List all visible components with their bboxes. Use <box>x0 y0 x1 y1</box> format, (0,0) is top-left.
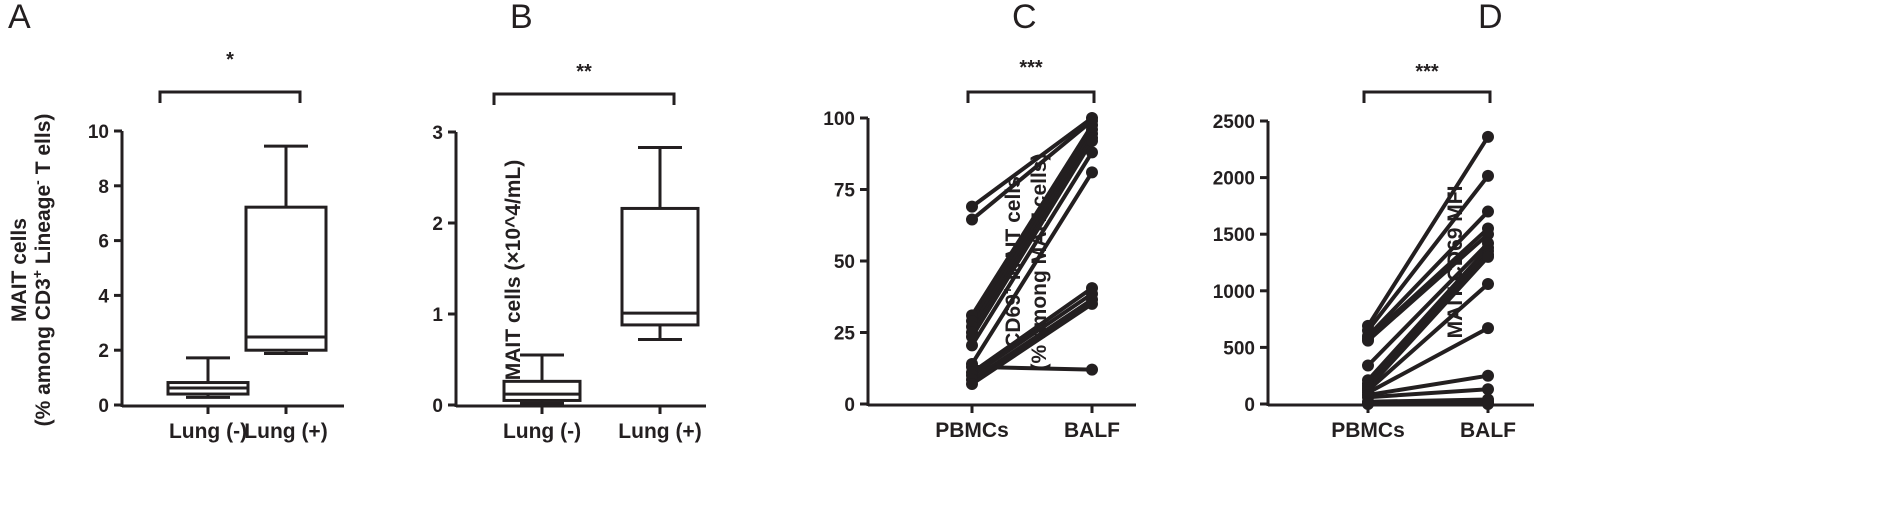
y-tick-label: 500 <box>1223 338 1255 359</box>
paired-line <box>1366 135 1490 327</box>
data-point-pbmc <box>1362 334 1374 347</box>
box-iqr <box>244 205 328 352</box>
data-point-balf <box>1086 363 1098 376</box>
y-tick-label: 2500 <box>1213 112 1255 133</box>
y-axis-title-a-line2: (% among CD3+ Lineage- T ells) <box>29 114 55 427</box>
y-tick-label: 25 <box>834 324 856 345</box>
box-iqr <box>620 206 700 327</box>
panel-letter-a: A <box>8 0 31 36</box>
data-point-balf <box>1482 278 1494 291</box>
paired-line <box>1366 246 1490 382</box>
paired-line <box>970 132 1094 328</box>
y-tick-label: 50 <box>834 252 855 273</box>
significance-bracket <box>492 92 676 105</box>
y-tick-label: 10 <box>88 122 109 143</box>
significance-bracket <box>158 90 302 103</box>
x-category-label: Lung (-) <box>169 420 247 443</box>
y-tick-label: 1 <box>432 305 443 326</box>
paired-line <box>970 128 1094 323</box>
data-point-pbmc <box>966 330 978 343</box>
paired-line <box>1367 387 1489 400</box>
panel-c-paired-plot: 0 25 50 75 100 PBMCs BALF *** <box>823 57 1136 442</box>
data-point-balf <box>1086 297 1098 310</box>
data-point-balf <box>1482 383 1494 396</box>
y-tick-label: 0 <box>1244 395 1255 416</box>
paired-line <box>1366 227 1490 340</box>
y-tick-label: 2 <box>98 341 109 362</box>
box-iqr <box>502 379 582 402</box>
data-point-balf <box>1482 250 1494 263</box>
data-point-balf <box>1482 205 1494 218</box>
y-tick-label: 1500 <box>1213 225 1255 246</box>
y-axis-title-b: MAIT cells (×10^4/mL) <box>502 160 525 381</box>
paired-line <box>970 124 1094 317</box>
data-point-balf <box>1086 134 1098 147</box>
data-point-balf <box>1482 398 1494 410</box>
y-tick-label: 3 <box>432 123 443 144</box>
data-point-pbmc <box>966 213 978 226</box>
y-axis-title-a-line1: MAIT cells <box>8 218 31 322</box>
data-point-pbmc <box>1362 398 1374 410</box>
paired-line <box>970 302 1094 386</box>
x-category-label: Lung (+) <box>618 420 701 443</box>
x-category-label: PBMCs <box>935 419 1009 442</box>
paired-line <box>1366 255 1490 390</box>
data-point-balf <box>1482 369 1494 382</box>
data-point-pbmc <box>1362 359 1374 372</box>
x-category-label: Lung (+) <box>244 420 327 443</box>
x-category-label: Lung (-) <box>503 420 581 443</box>
paired-line <box>970 286 1094 375</box>
panel-letter-d: D <box>1478 0 1503 36</box>
significance-bracket <box>966 90 1096 103</box>
paired-line <box>1366 282 1490 392</box>
data-point-pbmc <box>966 339 978 352</box>
panel-b-boxplot: 0 1 2 3 Lung (-) Lung (+) ** <box>432 61 706 443</box>
y-tick-label: 0 <box>98 396 109 417</box>
paired-line <box>970 151 1094 347</box>
panel-d-paired-plot: 0 500 1000 1500 2000 2500 PBMCs BALF *** <box>1213 61 1534 442</box>
data-point-balf <box>1086 166 1098 179</box>
x-category-label: BALF <box>1064 419 1120 442</box>
y-tick-label: 2000 <box>1213 169 1255 190</box>
x-category-label: PBMCs <box>1331 419 1405 442</box>
data-point-balf <box>1482 228 1494 241</box>
paired-line <box>970 171 1094 366</box>
y-tick-label: 0 <box>844 395 855 416</box>
data-point-balf <box>1086 146 1098 159</box>
data-point-pbmc <box>966 377 978 390</box>
paired-line <box>1366 241 1490 367</box>
y-tick-label: 100 <box>823 109 855 130</box>
significance-bracket <box>1362 90 1492 103</box>
y-tick-label: 0 <box>432 396 443 417</box>
y-tick-label: 8 <box>98 177 109 198</box>
paired-line <box>1366 174 1490 332</box>
significance-marker: * <box>226 49 234 71</box>
paired-line <box>970 297 1094 382</box>
panel-a-boxplot: 0 2 4 6 8 10 Lung (-)Lung (+) * <box>88 49 344 443</box>
paired-line <box>970 292 1094 378</box>
y-tick-label: 4 <box>98 286 109 307</box>
data-point-balf <box>1482 322 1494 335</box>
significance-marker: *** <box>1415 61 1439 83</box>
paired-line <box>1367 326 1489 395</box>
paired-line <box>970 119 1094 222</box>
paired-line <box>970 116 1094 209</box>
data-point-pbmc <box>966 200 978 213</box>
x-category-label: BALF <box>1460 419 1516 442</box>
significance-marker: *** <box>1019 57 1043 79</box>
panel-letter-b: B <box>510 0 533 36</box>
panel-letter-c: C <box>1012 0 1037 36</box>
y-tick-label: 1000 <box>1213 282 1255 303</box>
data-point-balf <box>1482 130 1494 143</box>
paired-line <box>970 139 1094 338</box>
paired-line <box>1367 373 1489 397</box>
significance-marker: ** <box>576 61 592 83</box>
paired-line <box>1366 232 1490 343</box>
y-tick-label: 2 <box>432 214 443 235</box>
data-point-balf <box>1482 169 1494 182</box>
y-tick-label: 6 <box>98 232 109 253</box>
y-tick-label: 75 <box>834 181 856 202</box>
paired-line <box>1366 210 1490 338</box>
